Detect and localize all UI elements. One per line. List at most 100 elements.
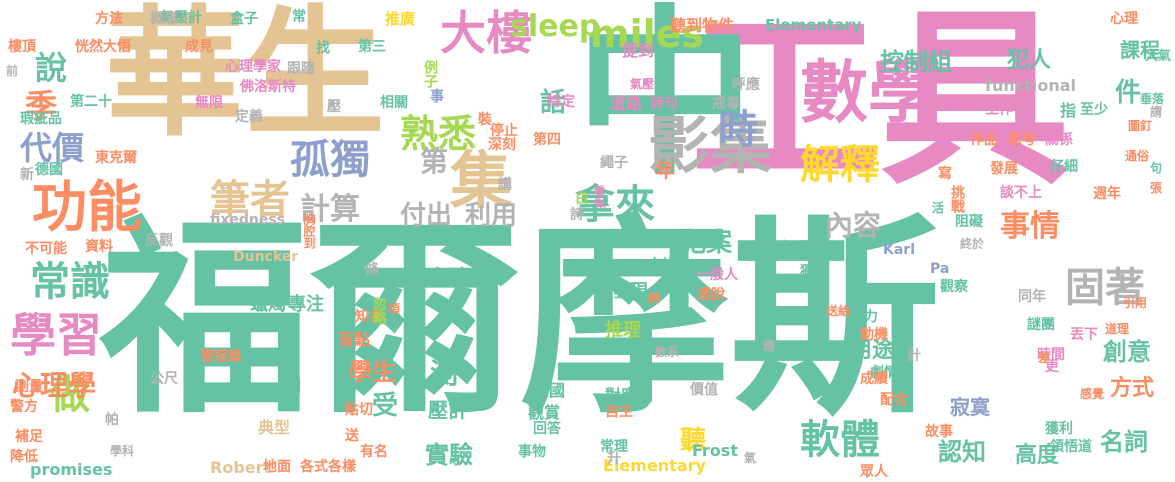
cloud-word: 各式各樣	[300, 460, 356, 474]
cloud-word: 特定	[547, 95, 575, 109]
cloud-word: 眾人	[860, 465, 888, 479]
cloud-word: 發展	[990, 162, 1018, 176]
cloud-word: 學習	[10, 312, 102, 358]
cloud-word: 張	[1150, 182, 1162, 194]
cloud-word: 繩子	[600, 156, 628, 170]
cloud-word: 樓頂	[8, 40, 36, 54]
cloud-word: 事	[430, 90, 444, 104]
cloud-word: 聽到物件	[670, 18, 734, 34]
cloud-word: 第	[420, 148, 448, 176]
cloud-word: 概念	[150, 12, 178, 26]
cloud-word: fixedness	[210, 213, 285, 227]
cloud-word: 詩句	[650, 97, 678, 111]
cloud-word: 第三	[358, 40, 386, 54]
cloud-word: 差	[1038, 352, 1050, 364]
cloud-word: 盲點	[338, 332, 370, 348]
cloud-word: 計	[907, 349, 921, 363]
cloud-word: 認知	[938, 440, 986, 464]
cloud-word: 成見	[185, 40, 213, 54]
cloud-word: 氣	[744, 452, 756, 464]
cloud-word: 犯案	[680, 230, 732, 256]
cloud-word: 德國	[35, 163, 63, 177]
cloud-word: 壓	[327, 100, 341, 114]
cloud-word: 詞	[285, 379, 301, 395]
cloud-word: 呼應	[732, 78, 760, 92]
cloud-word: 挑戰	[950, 185, 964, 213]
cloud-word: 例子	[423, 60, 437, 88]
cloud-word: 關係	[1045, 133, 1073, 147]
cloud-word: 壓計	[428, 400, 468, 420]
cloud-word: 帕	[105, 413, 119, 427]
cloud-word: 典型	[258, 420, 290, 436]
cloud-word: 垂落	[1140, 93, 1164, 105]
cloud-word: 大氣	[1145, 50, 1171, 63]
cloud-word: 推廣	[385, 12, 415, 27]
cloud-word: 找	[315, 40, 329, 54]
cloud-word: 推理	[605, 322, 641, 340]
cloud-word: 犯人	[1007, 50, 1051, 72]
cloud-word: 內容	[825, 212, 881, 240]
cloud-word: 提到	[622, 43, 654, 59]
cloud-word: Duncker	[233, 250, 298, 264]
cloud-word: 東克爾	[95, 151, 137, 165]
cloud-word: 學科	[110, 445, 134, 457]
cloud-word: 方式	[1110, 378, 1154, 400]
cloud-word: 無限	[195, 96, 223, 110]
cloud-word: 項	[388, 303, 400, 315]
cloud-word: 潛力	[850, 310, 878, 324]
cloud-word: 應	[763, 340, 775, 352]
cloud-word: 跟隨	[287, 62, 315, 76]
cloud-word: 句	[1150, 162, 1162, 174]
cloud-word: 佛洛斯特	[240, 80, 296, 94]
cloud-word: functional	[985, 78, 1076, 94]
cloud-word: 貼切	[345, 403, 373, 417]
cloud-word: 利用	[465, 203, 517, 229]
cloud-word: 配合	[880, 393, 908, 407]
cloud-word: 回答	[533, 422, 561, 436]
cloud-word: 蠟燭	[250, 296, 286, 314]
cloud-word: 戒毒	[712, 97, 740, 111]
cloud-word: 網	[648, 292, 660, 304]
cloud-word: 道理	[1105, 323, 1129, 335]
cloud-word: 圖釘	[1128, 120, 1152, 132]
cloud-word: 週年	[1093, 187, 1121, 201]
cloud-word: 降低	[10, 450, 38, 464]
cloud-word: 觀賞	[528, 405, 560, 421]
cloud-word: 實作	[775, 240, 815, 260]
cloud-word: 解釋	[800, 145, 880, 185]
cloud-word: 心理	[1110, 12, 1138, 26]
cloud-word: 終於	[960, 238, 984, 250]
cloud-word: 常	[292, 10, 306, 24]
cloud-word: 通俗	[1125, 150, 1149, 162]
cloud-word: 學生	[348, 360, 396, 384]
cloud-word: 謂	[1150, 106, 1162, 118]
cloud-word: 測	[430, 360, 458, 388]
cloud-word: 裝	[478, 113, 492, 127]
cloud-word: 心理學家	[225, 60, 281, 74]
cloud-word: 資料	[85, 240, 113, 254]
cloud-word: 付出	[400, 203, 452, 229]
cloud-word: 仔細	[1050, 160, 1078, 174]
cloud-word: 忽略	[372, 297, 386, 325]
cloud-word: 至少	[1080, 103, 1108, 117]
cloud-word: 數系	[655, 346, 679, 358]
cloud-word: 測量	[15, 380, 43, 394]
cloud-word: 接受	[238, 387, 266, 401]
cloud-word: 白	[575, 192, 589, 206]
cloud-word: 停止	[490, 124, 518, 138]
cloud-word: 常識	[30, 262, 110, 302]
cloud-word: 事物	[518, 445, 546, 459]
cloud-word: 升	[607, 452, 621, 466]
cloud-word: 觀察	[940, 280, 968, 294]
cloud-word: 故事	[925, 425, 953, 439]
cloud-word: 談不上	[1000, 186, 1042, 200]
cloud-word: 胸腔到	[303, 213, 315, 249]
cloud-word: 詩	[570, 208, 584, 222]
cloud-word: 獲利	[1045, 422, 1073, 436]
cloud-word: 瑕疵品	[20, 112, 62, 126]
cloud-word: 作品	[970, 133, 998, 147]
cloud-word: 條	[365, 263, 379, 277]
cloud-word: 氣壓	[630, 78, 654, 90]
cloud-word: Elementary	[765, 18, 862, 33]
cloud-word: 定義	[235, 110, 263, 124]
